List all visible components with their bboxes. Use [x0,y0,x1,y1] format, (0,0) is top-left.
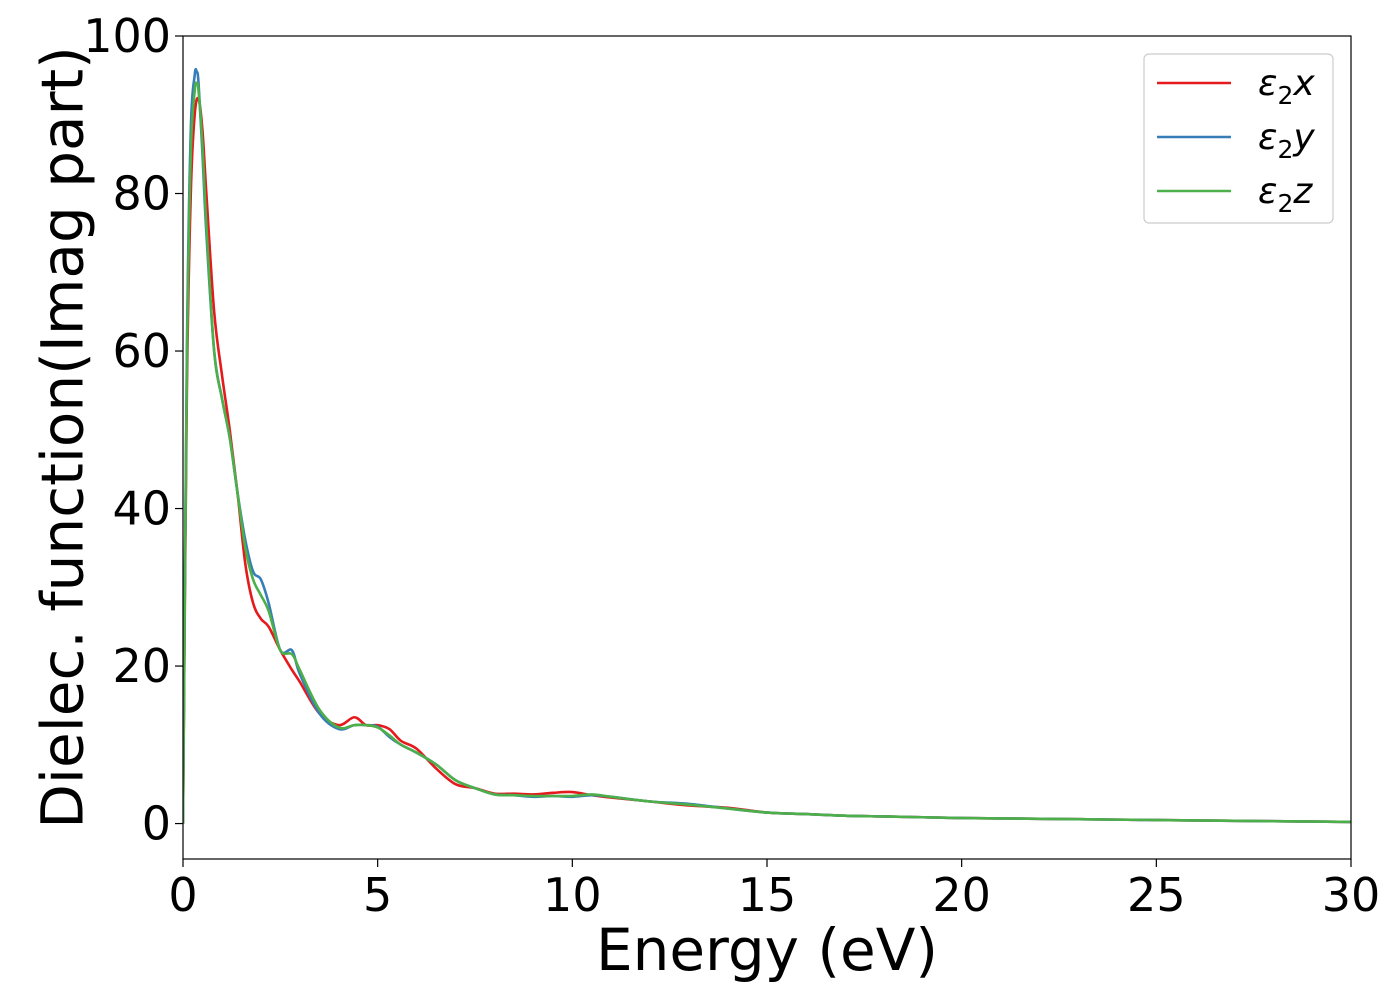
x-axis-title: Energy (eV) [596,916,938,984]
x-tick-label: 10 [543,868,602,922]
legend: ε2x ε2y ε2z [1143,53,1334,224]
y-axis-title: Dielec. function(Imag part) [28,46,96,829]
y-tick-label: 100 [83,9,171,63]
ticks: 0 5 10 15 20 25 30 0 20 40 60 80 100 [83,9,1380,922]
x-tick-label: 25 [1127,868,1186,922]
series-line-z [183,81,1351,824]
legend-label-x: ε2x [1258,63,1315,110]
legend-label-z: ε2z [1258,171,1313,218]
y-tick-label: 60 [112,324,171,378]
x-tick-label: 5 [363,868,392,922]
x-tick-label: 15 [738,868,797,922]
x-tick-label: 0 [168,868,197,922]
x-tick-label: 20 [932,868,991,922]
y-tick-label: 40 [112,482,171,536]
x-tick-label: 30 [1322,868,1381,922]
legend-label-y: ε2y [1258,117,1315,164]
y-tick-label: 0 [142,797,171,851]
y-tick-label: 20 [112,639,171,693]
legend-box [1143,53,1334,224]
plot-area [183,67,1351,824]
y-tick-label: 80 [112,167,171,221]
